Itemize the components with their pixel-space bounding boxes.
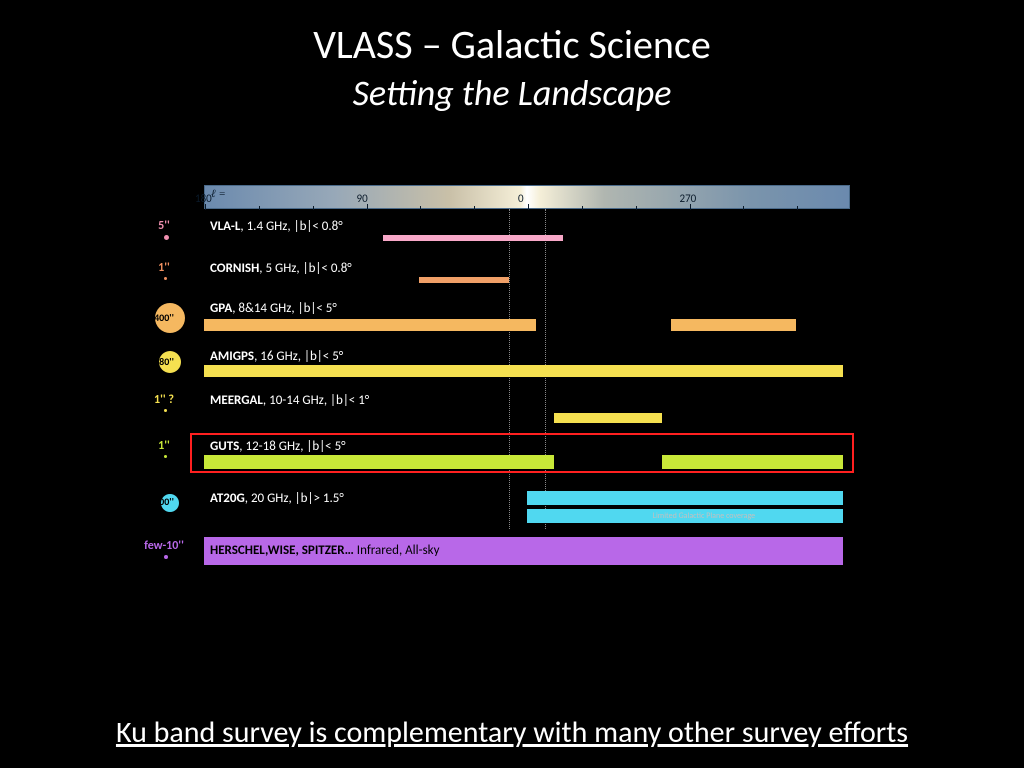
- survey-row: 100''AT20G, 20 GHz, |b|> 1.5°Limited Gal…: [150, 489, 850, 533]
- resolution-badge: 180'': [142, 351, 198, 373]
- galactic-axis: ℓ =180900270: [204, 185, 850, 209]
- survey-row: 5''VLA-L, 1.4 GHz, |b|< 0.8°: [150, 217, 850, 261]
- highlight-box: [190, 433, 854, 473]
- resolution-badge: 400'': [142, 303, 198, 333]
- survey-bar: [204, 365, 843, 377]
- axis-symbol: ℓ =: [211, 188, 226, 200]
- survey-label: AMIGPS, 16 GHz, |b|< 5°: [210, 349, 343, 364]
- survey-row: few-10''HERSCHEL,WISE, SPITZER… Infrared…: [150, 537, 850, 581]
- survey-bar: [383, 235, 562, 241]
- page-subtitle: Setting the Landscape: [0, 71, 1024, 115]
- survey-label: GPA, 8&14 GHz, |b|< 5°: [210, 301, 337, 316]
- resolution-badge: 100'': [142, 493, 198, 512]
- survey-row: 1''CORNISH, 5 GHz, |b|< 0.8°: [150, 259, 850, 303]
- page-title: VLASS – Galactic Science: [0, 20, 1024, 69]
- survey-row: 400''GPA, 8&14 GHz, |b|< 5°: [150, 299, 850, 343]
- survey-label: CORNISH, 5 GHz, |b|< 0.8°: [210, 261, 352, 276]
- survey-label: AT20G, 20 GHz, |b|> 1.5°: [210, 491, 344, 506]
- survey-bar: [204, 319, 536, 331]
- axis-tick-label: 180: [195, 192, 212, 205]
- survey-bar: [419, 277, 509, 283]
- survey-label: VLA-L, 1.4 GHz, |b|< 0.8°: [210, 219, 343, 234]
- survey-bar: [554, 413, 662, 423]
- survey-bar: [671, 319, 797, 331]
- axis-tick-label: 270: [680, 192, 697, 205]
- survey-label: MEERGAL, 10-14 GHz, |b|< 1°: [210, 393, 369, 408]
- survey-label: HERSCHEL,WISE, SPITZER… Infrared, All-sk…: [210, 543, 439, 558]
- survey-bar: [527, 491, 843, 505]
- note-label: Limited Galactic Plane coverage: [653, 511, 756, 521]
- survey-row: 180''AMIGPS, 16 GHz, |b|< 5°: [150, 347, 850, 391]
- survey-chart: ℓ =1809002705''VLA-L, 1.4 GHz, |b|< 0.8°…: [150, 185, 850, 605]
- survey-row: 1'' ?MEERGAL, 10-14 GHz, |b|< 1°: [150, 391, 850, 435]
- footer-text: Ku band survey is complementary with man…: [0, 716, 1024, 751]
- axis-tick-label: 0: [518, 192, 524, 205]
